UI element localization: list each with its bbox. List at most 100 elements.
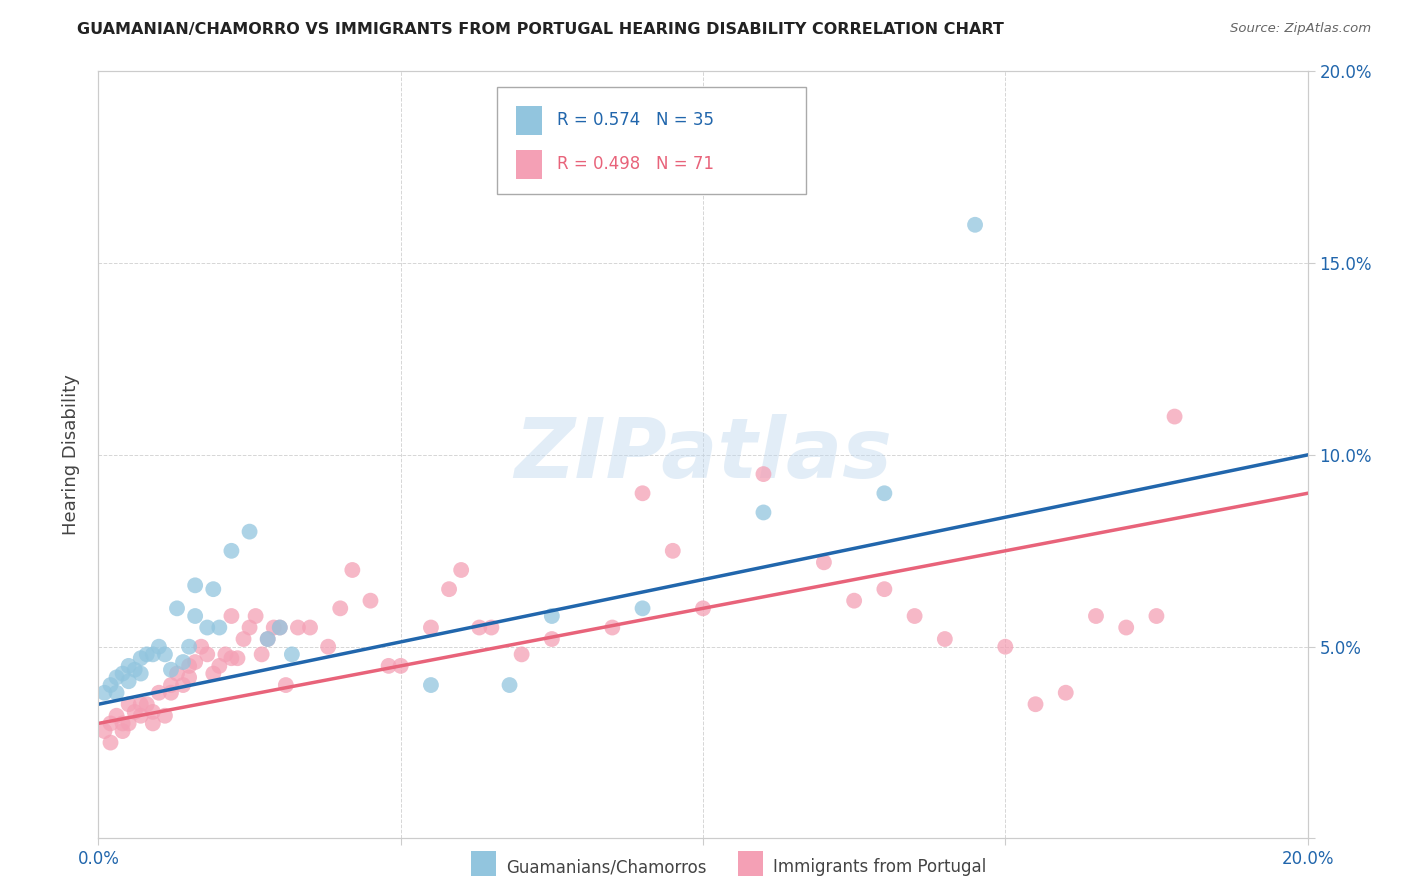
Point	[1085, 609, 1108, 624]
Point	[873, 486, 896, 500]
Point	[631, 601, 654, 615]
Point	[269, 621, 291, 635]
Point	[269, 621, 291, 635]
Point	[468, 621, 491, 635]
Point	[221, 544, 243, 558]
Point	[111, 666, 134, 681]
Point	[1163, 409, 1185, 424]
Point	[142, 716, 165, 731]
Point	[631, 486, 654, 500]
Point	[226, 651, 249, 665]
Point	[692, 601, 714, 615]
Point	[1054, 686, 1077, 700]
Point	[1115, 621, 1137, 635]
Point	[540, 609, 562, 624]
Point	[239, 524, 262, 539]
Point	[118, 659, 141, 673]
Point	[124, 663, 146, 677]
Point	[994, 640, 1017, 654]
Point	[965, 218, 987, 232]
Point	[105, 686, 128, 700]
Point	[316, 640, 339, 654]
Point	[481, 621, 503, 635]
Point	[250, 648, 273, 662]
Point	[263, 621, 285, 635]
Point	[202, 582, 225, 597]
Point	[111, 724, 134, 739]
Text: Source: ZipAtlas.com: Source: ZipAtlas.com	[1230, 22, 1371, 36]
Text: Guamanians/Chamorros: Guamanians/Chamorros	[506, 858, 707, 876]
Point	[148, 686, 170, 700]
Point	[221, 609, 243, 624]
Point	[844, 593, 866, 607]
Point	[118, 674, 141, 689]
Point	[118, 698, 141, 712]
Bar	[516, 106, 543, 135]
Point	[232, 632, 254, 646]
Point	[105, 670, 128, 684]
Point	[195, 648, 218, 662]
Point	[934, 632, 956, 646]
Point	[105, 708, 128, 723]
Point	[160, 686, 183, 700]
Point	[437, 582, 460, 597]
Point	[172, 678, 194, 692]
Point	[329, 601, 352, 615]
Text: R = 0.498   N = 71: R = 0.498 N = 71	[557, 155, 714, 173]
Point	[256, 632, 278, 646]
Point	[510, 648, 533, 662]
Text: Immigrants from Portugal: Immigrants from Portugal	[773, 858, 987, 876]
Point	[360, 593, 382, 607]
Point	[752, 467, 775, 482]
Point	[153, 648, 176, 662]
Point	[274, 678, 297, 692]
Point	[179, 670, 201, 684]
Point	[135, 698, 157, 712]
Point	[135, 648, 157, 662]
Point	[129, 698, 152, 712]
Point	[256, 632, 278, 646]
FancyBboxPatch shape	[498, 87, 806, 194]
Text: ZIPatlas: ZIPatlas	[515, 415, 891, 495]
Point	[239, 621, 262, 635]
Point	[179, 659, 201, 673]
Point	[129, 651, 152, 665]
Point	[179, 640, 201, 654]
Point	[208, 659, 231, 673]
Point	[498, 678, 520, 692]
Point	[214, 648, 236, 662]
Point	[100, 678, 122, 692]
Point	[142, 648, 165, 662]
Point	[221, 651, 243, 665]
Point	[281, 648, 304, 662]
Point	[100, 735, 122, 749]
Point	[1144, 609, 1167, 624]
Point	[1024, 698, 1046, 712]
Point	[160, 663, 183, 677]
Text: R = 0.574   N = 35: R = 0.574 N = 35	[557, 112, 714, 129]
Point	[190, 640, 212, 654]
Point	[420, 678, 443, 692]
Point	[172, 655, 194, 669]
Point	[813, 555, 835, 569]
Point	[184, 655, 207, 669]
Point	[904, 609, 927, 624]
Point	[377, 659, 399, 673]
Point	[100, 716, 122, 731]
Point	[299, 621, 322, 635]
Point	[118, 716, 141, 731]
Point	[245, 609, 267, 624]
Point	[160, 678, 183, 692]
Point	[166, 601, 188, 615]
Point	[153, 708, 176, 723]
Point	[208, 621, 231, 635]
Y-axis label: Hearing Disability: Hearing Disability	[62, 375, 80, 535]
Point	[202, 666, 225, 681]
Point	[124, 705, 146, 719]
Point	[602, 621, 624, 635]
Point	[540, 632, 562, 646]
Point	[389, 659, 412, 673]
Point	[752, 505, 775, 519]
Point	[287, 621, 309, 635]
Point	[93, 724, 115, 739]
